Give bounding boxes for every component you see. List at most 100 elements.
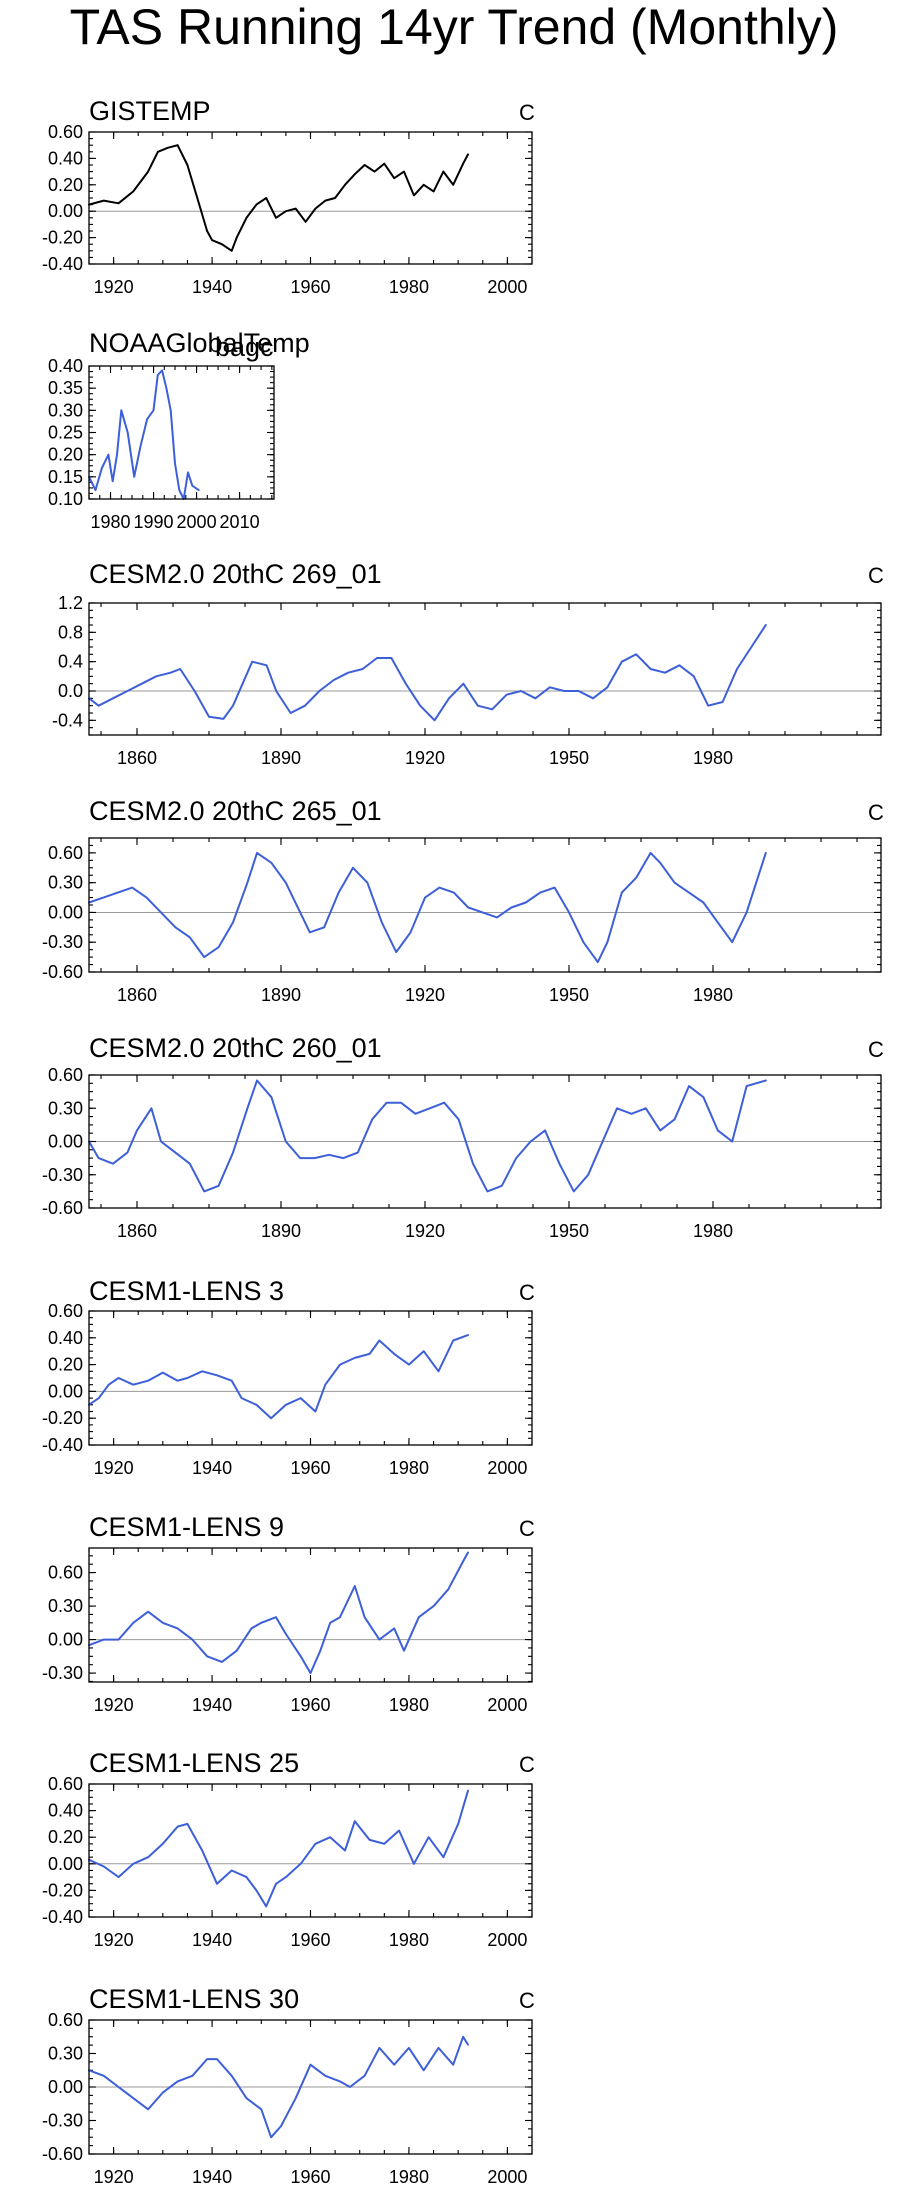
panel-7: CESM1-LENS 9 C -0.30 0.00 0.30 0.60 1920 1940 19…: [42, 1512, 535, 1715]
y-tick-label: 0.60: [48, 1301, 83, 1321]
y-tick-label: 0.10: [48, 489, 83, 509]
panel-unit: C: [519, 1988, 535, 2013]
y-tick-label: -0.4: [52, 710, 83, 730]
plot-frame: [88, 602, 882, 736]
x-tick-label: 1890: [261, 985, 301, 1005]
panel-title: CESM1-LENS 3: [89, 1276, 284, 1306]
x-tick-label: 1950: [549, 985, 589, 1005]
plot-frame: [88, 2019, 533, 2155]
x-tick-label: 1860: [117, 748, 157, 768]
y-tick-label: 0.60: [48, 1563, 83, 1583]
x-tick-label: 1940: [192, 1695, 232, 1715]
x-tick-label: 1960: [290, 2167, 330, 2187]
y-tick-label: 0.20: [48, 1827, 83, 1847]
y-tick-label: 0.4: [58, 652, 83, 672]
x-tick-label: 1960: [290, 1458, 330, 1478]
x-tick-label: 1940: [192, 2167, 232, 2187]
plot-frame: [88, 837, 882, 973]
y-tick-label: 0.0: [58, 681, 83, 701]
panel-2: NOAAGlobalTempbagc0.100.150.200.250.300.…: [48, 328, 310, 532]
series-line-cesm2-0-20thc-265-01: [88, 851, 767, 964]
panel-1: GISTEMP C -0.40 -0.20 0.00 0.20 0.40 0.60 1920 19…: [42, 96, 535, 297]
figure-title: TAS Running 14yr Trend (Monthly): [70, 0, 839, 55]
y-tick-label: 0.00: [48, 1854, 83, 1874]
x-tick-label: 1950: [549, 1221, 589, 1241]
y-tick-label: -0.30: [42, 2111, 83, 2131]
panel-unit: C: [519, 1752, 535, 1777]
panel-unit: C: [868, 563, 884, 588]
x-tick-label: 1920: [405, 985, 445, 1005]
y-tick-label: 0.15: [48, 467, 83, 487]
y-tick-label: 0.20: [48, 445, 83, 465]
series-line-cesm1-lens-9: [88, 1551, 469, 1675]
x-tick-label: 1860: [117, 1221, 157, 1241]
panel-title: CESM2.0 20thC 265_01: [89, 796, 382, 826]
x-tick-label: 1920: [405, 748, 445, 768]
x-tick-label: 1980: [389, 1458, 429, 1478]
y-tick-label: 0.00: [48, 1630, 83, 1650]
y-tick-label: -0.40: [42, 1907, 83, 1927]
y-tick-label: 0.35: [48, 378, 83, 398]
x-tick-label: 1920: [405, 1221, 445, 1241]
plot-frame: [88, 1310, 533, 1446]
panel-6: CESM1-LENS 3 C -0.40 -0.20 0.00 0.20 0.40 0.60 1…: [42, 1276, 535, 1478]
x-tick-label: 2000: [487, 2167, 527, 2187]
y-tick-label: 0.60: [48, 1065, 83, 1085]
y-tick-label: -0.40: [42, 254, 83, 274]
y-tick-label: 0.30: [48, 1596, 83, 1616]
panel-title: GISTEMP: [89, 96, 211, 126]
panels: GISTEMP C -0.40 -0.20 0.00 0.20 0.40 0.60 1920 19…: [42, 96, 884, 2187]
plot-frame: [88, 365, 275, 500]
y-tick-label: -0.30: [42, 1663, 83, 1683]
panel-title: CESM2.0 20thC 269_01: [89, 559, 382, 589]
series-line-cesm2-0-20thc-269-01: [88, 624, 767, 722]
y-tick-label: 0.00: [48, 902, 83, 922]
x-tick-label: 1920: [94, 1695, 134, 1715]
y-tick-label: 0.60: [48, 122, 83, 142]
y-tick-label: 0.40: [48, 148, 83, 168]
series-line-cesm1-lens-30: [88, 2035, 469, 2139]
panel-8: CESM1-LENS 25 C -0.40 -0.20 0.00 0.20 0.40 0.60…: [42, 1748, 535, 1950]
x-tick-label: 1980: [90, 512, 130, 532]
y-tick-label: -0.30: [42, 1165, 83, 1185]
x-tick-label: 1890: [261, 1221, 301, 1241]
panel-title: NOAAGlobalTemp: [89, 328, 310, 358]
x-tick-label: 1940: [192, 1458, 232, 1478]
x-tick-label: 1920: [94, 2167, 134, 2187]
x-tick-label: 1980: [693, 985, 733, 1005]
plot-frame: [88, 1547, 533, 1683]
y-tick-label: 0.00: [48, 2077, 83, 2097]
x-tick-label: 1980: [389, 277, 429, 297]
y-tick-label: 0.40: [48, 1328, 83, 1348]
series-line-noaaglobaltemp: [88, 369, 200, 500]
panel-5: CESM2.0 20thC 260_01 C -0.60 -0.30 0.00 0.30 0…: [42, 1033, 884, 1241]
x-tick-label: 1980: [693, 1221, 733, 1241]
x-tick-label: 1940: [192, 1930, 232, 1950]
y-tick-label: 0.30: [48, 2044, 83, 2064]
x-tick-label: 1860: [117, 985, 157, 1005]
panel-9: CESM1-LENS 30 C -0.60 -0.30 0.00 0.30 0.60 1920…: [42, 1984, 535, 2187]
y-tick-label: -0.60: [42, 962, 83, 982]
y-tick-label: 0.25: [48, 423, 83, 443]
y-tick-label: 0.8: [58, 622, 83, 642]
y-tick-label: 0.00: [48, 1132, 83, 1152]
x-tick-label: 1990: [134, 512, 174, 532]
y-tick-label: -0.60: [42, 1198, 83, 1218]
y-tick-label: 0.20: [48, 1355, 83, 1375]
x-tick-label: 2000: [487, 1458, 527, 1478]
panel-unit: C: [519, 100, 535, 125]
x-tick-label: 1960: [290, 1930, 330, 1950]
y-tick-label: 0.00: [48, 1381, 83, 1401]
y-tick-label: 0.30: [48, 400, 83, 420]
y-tick-label: -0.20: [42, 1408, 83, 1428]
x-tick-label: 1980: [693, 748, 733, 768]
series-line-cesm1-lens-3: [88, 1334, 469, 1420]
panel-unit: C: [868, 1037, 884, 1062]
y-tick-label: 0.30: [48, 873, 83, 893]
panel-unit: C: [519, 1516, 535, 1541]
panel-title: CESM1-LENS 9: [89, 1512, 284, 1542]
panel-3: CESM2.0 20thC 269_01 C -0.4 0.0 0.4 0.8 1.2 186…: [52, 559, 884, 768]
panel-unit: C: [868, 800, 884, 825]
x-tick-label: 2000: [487, 277, 527, 297]
